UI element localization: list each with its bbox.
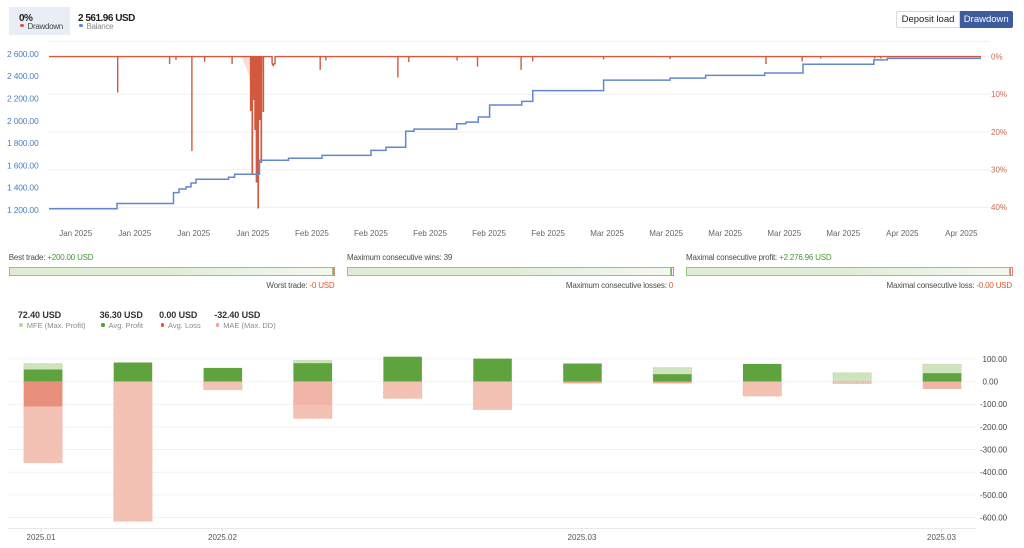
svg-text:Apr 2025: Apr 2025 [945,229,978,238]
svg-text:2 000.00: 2 000.00 [7,116,39,126]
svg-text:10%: 10% [991,90,1007,99]
svg-text:-100.00: -100.00 [980,400,1008,409]
svg-text:Mar 2025: Mar 2025 [708,229,742,238]
svg-text:40%: 40% [991,203,1007,212]
svg-text:Feb 2025: Feb 2025 [531,229,565,238]
svg-text:1 400.00: 1 400.00 [7,183,39,193]
svg-text:2 600.00: 2 600.00 [7,49,39,59]
svg-text:-200.00: -200.00 [980,423,1008,432]
svg-text:Feb 2025: Feb 2025 [472,229,506,238]
svg-text:20%: 20% [991,128,1007,137]
svg-text:-600.00: -600.00 [980,513,1008,522]
svg-text:-400.00: -400.00 [980,468,1008,477]
svg-text:2025.02: 2025.02 [208,533,237,542]
svg-text:0.00: 0.00 [983,378,999,387]
svg-text:1 600.00: 1 600.00 [7,160,39,170]
svg-text:Jan 2025: Jan 2025 [236,229,269,238]
svg-text:2025.03: 2025.03 [568,533,597,542]
svg-text:Jan 2025: Jan 2025 [118,229,151,238]
svg-text:2025.01: 2025.01 [27,533,56,542]
svg-text:-300.00: -300.00 [980,445,1008,454]
svg-text:Jan 2025: Jan 2025 [59,229,92,238]
svg-text:Jan 2025: Jan 2025 [177,229,210,238]
svg-text:Mar 2025: Mar 2025 [826,229,860,238]
svg-text:1 200.00: 1 200.00 [7,205,39,215]
svg-text:Mar 2025: Mar 2025 [767,229,801,238]
svg-text:100.00: 100.00 [983,355,1008,364]
svg-text:2 200.00: 2 200.00 [7,94,39,104]
svg-text:Mar 2025: Mar 2025 [590,229,624,238]
svg-text:30%: 30% [991,166,1007,175]
svg-text:Feb 2025: Feb 2025 [413,229,447,238]
svg-text:-500.00: -500.00 [980,491,1008,500]
svg-text:Feb 2025: Feb 2025 [295,229,329,238]
svg-text:0%: 0% [991,52,1003,61]
svg-text:Feb 2025: Feb 2025 [354,229,388,238]
svg-text:1 800.00: 1 800.00 [7,138,39,148]
svg-text:2025.03: 2025.03 [927,533,956,542]
svg-text:Mar 2025: Mar 2025 [649,229,683,238]
svg-text:2 400.00: 2 400.00 [7,71,39,81]
svg-text:Apr 2025: Apr 2025 [886,229,919,238]
